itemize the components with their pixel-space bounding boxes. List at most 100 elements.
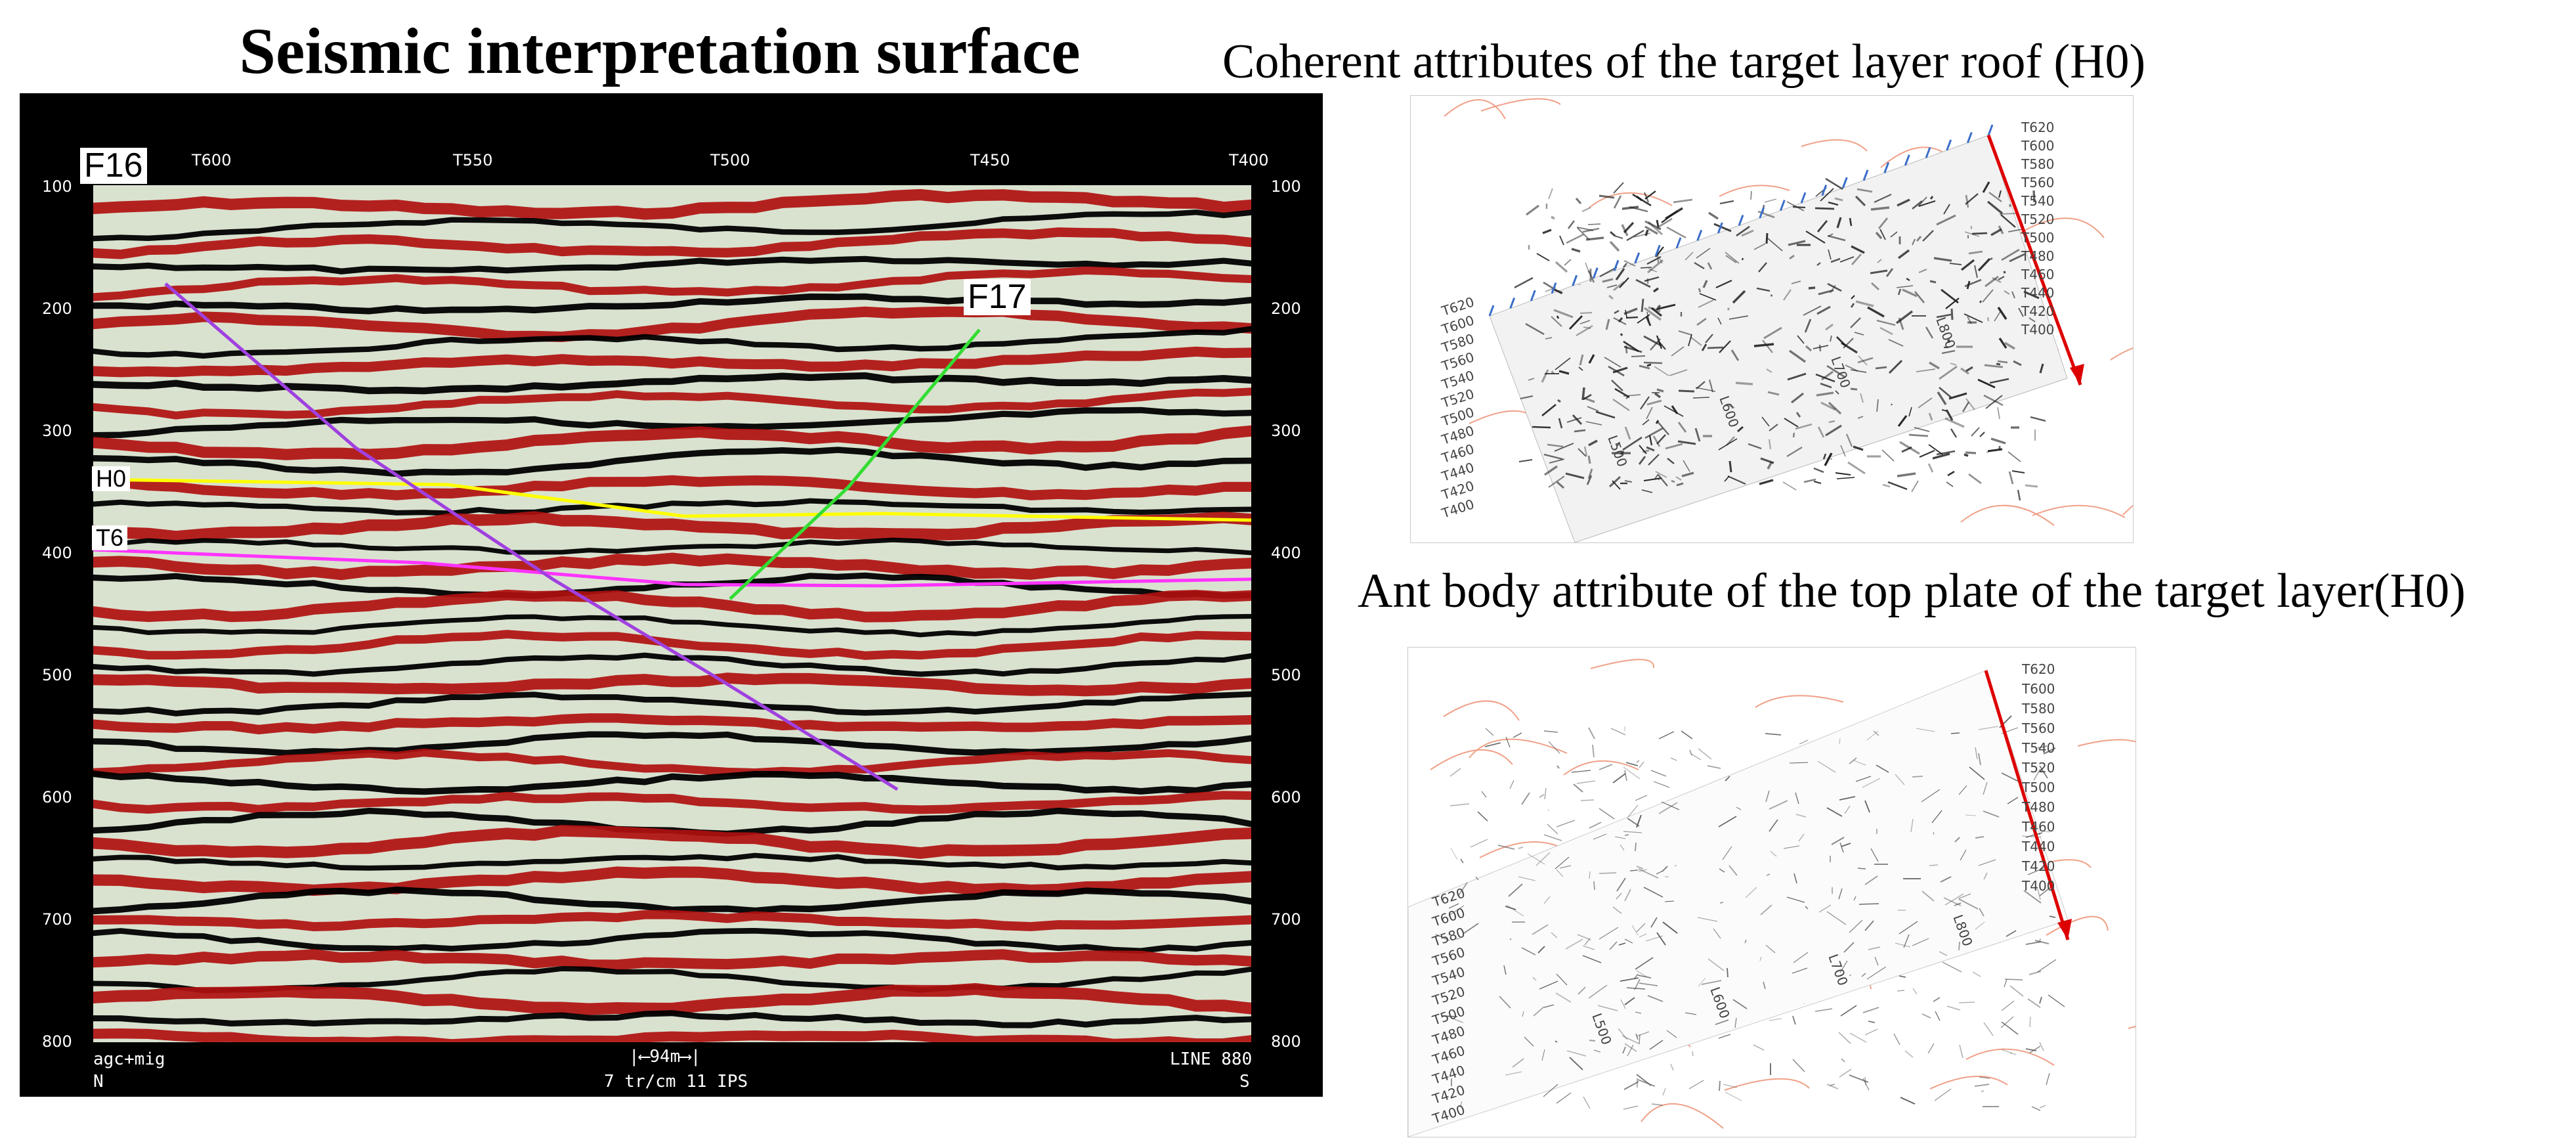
- attribute-texture: [1762, 340, 1773, 353]
- attribute-texture: [2001, 1000, 2015, 1011]
- attribute-texture: [1698, 748, 1712, 760]
- reflector-peak: [93, 188, 1251, 220]
- attribute-texture: [1638, 869, 1648, 872]
- attribute-texture: [1602, 278, 1614, 283]
- time-tick-right: 100: [1271, 177, 1301, 196]
- attribute-texture: [1769, 1018, 1782, 1021]
- attribute-texture: [1959, 1044, 1964, 1059]
- attribute-texture: [1817, 760, 1836, 773]
- map-trace-label: T600: [2021, 681, 2055, 697]
- attribute-texture: [1643, 887, 1664, 898]
- trace-label: T400: [1229, 151, 1269, 169]
- attribute-texture: [1624, 889, 1631, 902]
- reflector-peak: [93, 949, 1251, 971]
- time-tick-right: 800: [1271, 1032, 1301, 1051]
- attribute-texture: [1617, 441, 1620, 447]
- attribute-texture: [1639, 364, 1650, 370]
- attribute-texture: [1765, 790, 1770, 803]
- attribute-texture: [1650, 770, 1667, 777]
- attribute-texture: [1623, 340, 1639, 353]
- attribute-texture: [1877, 259, 1882, 263]
- attribute-texture: [1835, 390, 1839, 395]
- attribute-texture: [1968, 250, 1983, 255]
- grid-tick: [1759, 207, 1765, 219]
- time-tick-left: 800: [42, 1032, 72, 1051]
- attribute-texture: [1814, 1008, 1833, 1012]
- attribute-texture: [1599, 194, 1615, 199]
- attribute-texture: [1803, 478, 1816, 483]
- attribute-texture: [2039, 1105, 2046, 1109]
- attribute-texture: [1929, 280, 1937, 284]
- attribute-texture: [1965, 366, 1973, 372]
- attribute-texture: [1648, 435, 1653, 446]
- attribute-texture: [1857, 188, 1873, 193]
- attribute-texture: [1986, 200, 2004, 215]
- map-contour: [1929, 1075, 2008, 1090]
- attribute-texture: [1620, 333, 1623, 336]
- attribute-texture: [1795, 412, 1801, 418]
- attribute-texture: [1532, 924, 1549, 935]
- attribute-texture: [1649, 1040, 1664, 1050]
- attribute-texture: [1696, 248, 1711, 259]
- attribute-texture: [1732, 290, 1746, 304]
- attribute-texture: [1921, 891, 1935, 902]
- attribute-texture: [1658, 731, 1675, 739]
- attribute-texture: [2013, 360, 2022, 366]
- attribute-texture: [2009, 985, 2024, 997]
- horizon-label-h0: H0: [92, 466, 131, 491]
- attribute-texture: [2008, 471, 2014, 485]
- attribute-texture: [1551, 370, 1555, 374]
- attribute-texture: [1753, 243, 1766, 250]
- attribute-texture: [1934, 1088, 1952, 1101]
- attribute-texture: [1579, 320, 1591, 324]
- attribute-texture: [1787, 372, 1807, 381]
- time-tick-left: 700: [42, 910, 72, 929]
- display-settings: 7 tr/cm 11 IPS: [604, 1072, 748, 1091]
- attribute-texture: [1593, 881, 1595, 891]
- attribute-texture: [1983, 782, 1988, 795]
- time-tick-left: 300: [42, 422, 72, 440]
- attribute-texture: [1840, 445, 1846, 457]
- attribute-texture: [1458, 882, 1468, 896]
- attribute-texture: [1830, 257, 1841, 263]
- attribute-texture: [1939, 365, 1958, 380]
- attribute-texture: [1685, 1012, 1697, 1015]
- attribute-texture: [1636, 1074, 1652, 1086]
- grid-tick: [1779, 200, 1786, 211]
- attribute-texture: [1623, 1081, 1639, 1090]
- grid-tick: [1883, 162, 1890, 173]
- attribute-texture: [1864, 800, 1870, 813]
- attribute-texture: [1876, 399, 1879, 412]
- attribute-texture: [1728, 460, 1732, 473]
- attribute-texture: [1642, 419, 1650, 426]
- attribute-texture: [1797, 335, 1805, 344]
- attribute-texture: [1839, 796, 1856, 801]
- attribute-texture: [1587, 468, 1593, 479]
- attribute-texture: [2039, 765, 2048, 779]
- attribute-texture: [1460, 858, 1464, 864]
- attribute-texture: [1825, 323, 1834, 331]
- attribute-texture: [1608, 365, 1625, 377]
- trace-label: T450: [970, 151, 1010, 169]
- attribute-texture: [1874, 194, 1892, 203]
- attribute-texture: [1758, 262, 1767, 273]
- attribute-texture: [1843, 338, 1854, 349]
- attribute-texture: [1943, 204, 1950, 215]
- attribute-texture: [1941, 349, 1956, 355]
- attribute-texture: [2004, 342, 2015, 350]
- attribute-texture: [1717, 317, 1722, 325]
- attribute-texture: [1982, 289, 1994, 303]
- attribute-texture: [1983, 810, 2000, 818]
- reflector-trough: [93, 447, 1251, 477]
- attribute-texture: [1849, 217, 1853, 227]
- attribute-texture: [1612, 906, 1622, 914]
- attribute-texture: [1756, 287, 1771, 292]
- attribute-texture: [1816, 305, 1831, 315]
- time-tick-right: 600: [1271, 788, 1301, 806]
- attribute-texture: [1727, 475, 1746, 485]
- attribute-texture: [1639, 445, 1647, 454]
- attribute-texture: [1857, 357, 1874, 364]
- attribute-texture: [1658, 802, 1678, 814]
- attribute-texture: [1791, 392, 1804, 404]
- attribute-texture: [1965, 814, 1977, 816]
